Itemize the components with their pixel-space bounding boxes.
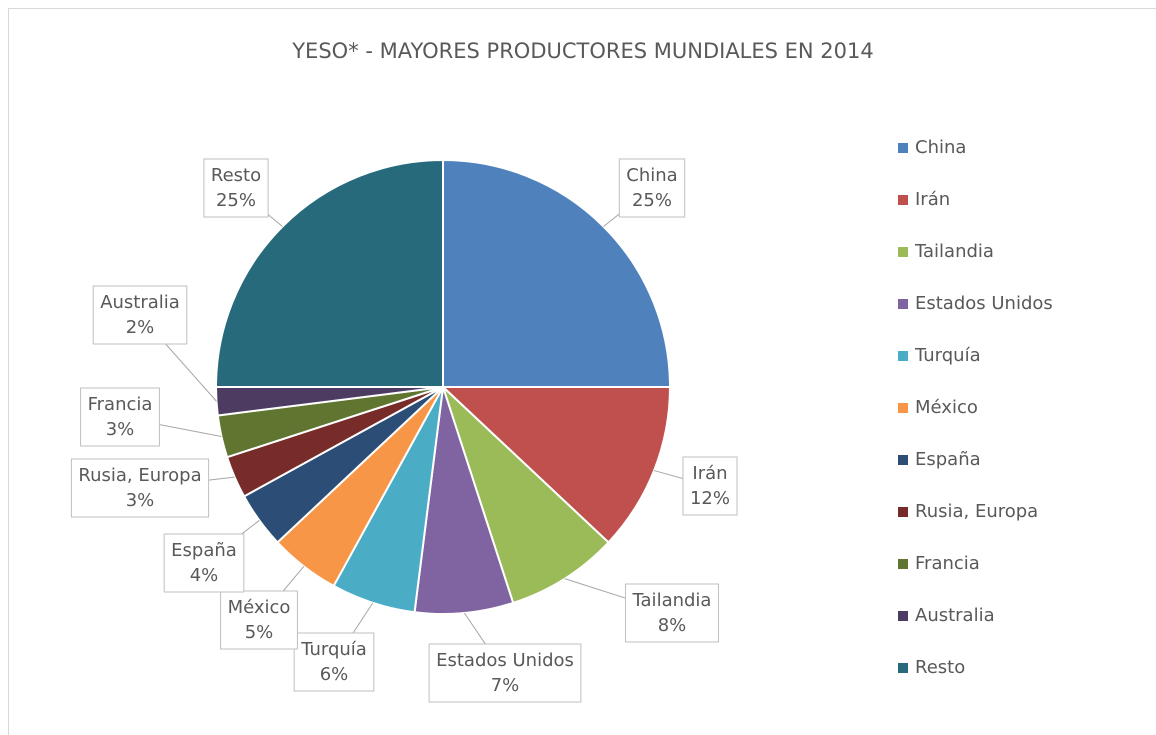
label-value: 2%: [126, 317, 155, 338]
legend-swatch: [898, 143, 908, 153]
label-category: Rusia, Europa: [78, 465, 201, 486]
legend-label: Australia: [915, 605, 995, 626]
data-label: Estados Unidos 7%: [428, 643, 582, 703]
label-category: Turquía: [300, 639, 367, 660]
legend-label: Estados Unidos: [915, 293, 1053, 314]
label-box: [428, 643, 582, 703]
pie-slice: [442, 158, 672, 388]
legend-label: Irán: [915, 189, 950, 210]
label-category: Australia: [100, 292, 180, 313]
chart-title: YESO* - MAYORES PRODUCTORES MUNDIALES EN…: [291, 39, 874, 63]
label-box: [220, 590, 298, 650]
label-box: [203, 158, 269, 218]
label-box: [618, 158, 686, 218]
legend-swatch: [898, 559, 908, 569]
label-box: [163, 533, 245, 593]
label-category: China: [626, 165, 677, 186]
data-label: España 4%: [163, 533, 245, 593]
data-label: Australia 2%: [92, 285, 188, 345]
label-value: 8%: [658, 615, 687, 636]
data-label: Francia 3%: [80, 387, 160, 447]
legend-swatch: [898, 403, 908, 413]
legend-swatch: [898, 351, 908, 361]
label-value: 3%: [126, 490, 155, 511]
label-box: [92, 285, 188, 345]
label-category: México: [228, 597, 291, 618]
label-value: 4%: [190, 565, 219, 586]
label-value: 25%: [216, 190, 256, 211]
legend-label: Francia: [915, 553, 980, 574]
label-value: 12%: [690, 488, 730, 509]
label-category: Tailandia: [632, 590, 712, 611]
label-category: Resto: [211, 165, 261, 186]
label-category: Francia: [88, 394, 153, 415]
legend-label: China: [915, 137, 966, 158]
legend-swatch: [898, 247, 908, 257]
label-value: 7%: [491, 675, 520, 696]
legend-swatch: [898, 195, 908, 205]
label-category: Estados Unidos: [436, 650, 574, 671]
label-box: [80, 387, 160, 447]
data-label: Turquía 6%: [293, 632, 375, 692]
legend-label: España: [915, 449, 981, 470]
label-box: [625, 583, 719, 643]
label-value: 6%: [320, 664, 349, 685]
pie-slice: [214, 158, 444, 388]
legend-swatch: [898, 455, 908, 465]
legend-label: Resto: [915, 657, 965, 678]
data-label: Irán 12%: [682, 456, 738, 516]
label-box: [70, 458, 210, 518]
data-label: Rusia, Europa 3%: [70, 458, 210, 518]
data-label: China 25%: [618, 158, 686, 218]
legend-swatch: [898, 663, 908, 673]
label-value: 3%: [106, 419, 135, 440]
data-label: Tailandia 8%: [625, 583, 719, 643]
legend-swatch: [898, 507, 908, 517]
label-value: 5%: [245, 622, 274, 643]
label-category: España: [171, 540, 237, 561]
legend-swatch: [898, 299, 908, 309]
label-value: 25%: [632, 190, 672, 211]
legend-swatch: [898, 611, 908, 621]
legend-label: Tailandia: [914, 241, 994, 262]
label-box: [293, 632, 375, 692]
legend-label: Turquía: [914, 345, 981, 366]
legend-label: México: [915, 397, 978, 418]
data-label: México 5%: [220, 590, 298, 650]
label-box: [682, 456, 738, 516]
data-label: Resto 25%: [203, 158, 269, 218]
legend-label: Rusia, Europa: [915, 501, 1038, 522]
label-category: Irán: [692, 463, 727, 484]
pie-slice: [440, 386, 672, 544]
